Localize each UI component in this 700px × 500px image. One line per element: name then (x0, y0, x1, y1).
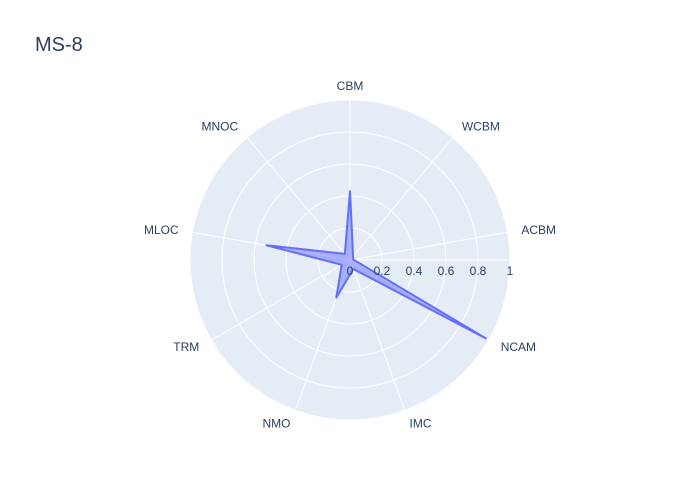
angular-tick-label: MNOC (201, 120, 238, 134)
angular-tick-label: IMC (410, 417, 432, 431)
radial-tick-label: 0.4 (406, 264, 423, 278)
series-layer (265, 190, 487, 340)
chart-title: MS-8 (35, 34, 83, 56)
angular-grid-line (349, 137, 454, 261)
angular-tick-label: MLOC (144, 223, 179, 237)
radial-axis-labels: 0 0.2 0.4 0.6 0.8 1 (347, 264, 514, 278)
angular-grid-line (211, 259, 351, 341)
angular-tick-label: NMO (262, 417, 290, 431)
angular-grid-line (246, 137, 351, 261)
angular-tick-label: TRM (173, 340, 199, 354)
radial-tick-label: 1 (507, 264, 514, 278)
angular-tick-label: NCAM (501, 340, 536, 354)
angular-grid-line (349, 259, 406, 411)
radial-tick-label: 0.2 (374, 264, 391, 278)
angular-grid-line (349, 231, 508, 261)
polar-plot-area: CBM WCBM ACBM NCAM IMC NMO TRM MLOC MNOC 0 0.2 0.4… (144, 79, 556, 431)
angular-axis-labels: CBM WCBM ACBM NCAM IMC NMO TRM MLOC MNOC (144, 79, 556, 431)
angular-tick-label: CBM (337, 79, 364, 93)
radial-tick-label: 0 (347, 264, 354, 278)
angular-tick-label: WCBM (462, 120, 500, 134)
angular-tick-label: ACBM (521, 223, 556, 237)
series-area (265, 190, 487, 340)
radial-tick-label: 0.6 (438, 264, 455, 278)
radial-tick-label: 0.8 (470, 264, 487, 278)
